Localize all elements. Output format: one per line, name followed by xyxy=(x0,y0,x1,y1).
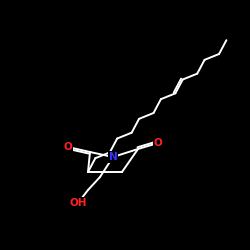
Text: O: O xyxy=(154,138,162,148)
Text: N: N xyxy=(108,152,118,162)
Text: O: O xyxy=(64,142,72,152)
Text: OH: OH xyxy=(69,198,87,208)
